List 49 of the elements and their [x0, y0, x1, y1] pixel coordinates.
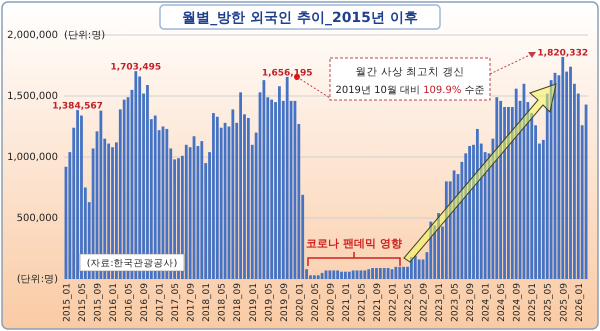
annotation: 월간 사상 최고치 갱신 [355, 66, 465, 78]
y-tick-label: (단위:명) [16, 274, 58, 285]
chart-title: 월별_방한 외국인 추이_2015년 이후 [182, 10, 418, 26]
x-tick-label: 2017_09 [186, 282, 197, 322]
annotation: (자료:한국관광공사) [86, 258, 178, 269]
x-tick-label: 2024_09 [512, 282, 523, 322]
x-tick-label: 2019_01 [248, 283, 259, 322]
x-tick-label: 2020_05 [310, 283, 321, 322]
x-tick-label: 2022_05 [404, 283, 414, 322]
annotation: 코로나 팬데믹 영향 [306, 237, 402, 250]
data-label: 1,656,195 [262, 68, 313, 78]
data-label: 1,703,495 [110, 62, 162, 73]
x-tick-label: 2017_01 [156, 283, 166, 322]
x-tick-label: 2016_09 [140, 282, 150, 322]
x-tick-label: 2015_05 [78, 283, 88, 322]
x-tick-label: 2018_05 [218, 283, 228, 322]
x-tick-label: 2019_09 [280, 282, 290, 322]
x-tick-label: 2026_01 [574, 283, 585, 322]
x-tick-label: 2022_01 [388, 283, 398, 322]
data-label: 1,384,567 [52, 102, 103, 112]
x-tick-label: 2020_09 [326, 282, 336, 322]
y-tick-label: 500,000 [16, 213, 58, 224]
x-tick-label: 2017_05 [171, 283, 182, 322]
x-tick-label: 2023_09 [466, 282, 476, 322]
x-tick-label: 2021_09 [372, 282, 383, 322]
x-tick-label: 2016_05 [124, 283, 135, 322]
x-tick-label: 2015_09 [93, 282, 104, 322]
x-tick-label: 2023_05 [450, 283, 461, 322]
x-tick-label: 2024_05 [497, 283, 508, 322]
x-tick-label: 2019_05 [264, 283, 274, 322]
x-tick-label: 2025_01 [528, 283, 538, 322]
x-tick-label: 2018_01 [202, 283, 212, 322]
x-tick-label: 2023_01 [435, 283, 446, 322]
x-tick-label: 2022_09 [420, 282, 430, 322]
x-tick-label: 2025_09 [559, 282, 570, 322]
x-tick-label: 2016_01 [109, 283, 120, 322]
x-tick-label: 2025_05 [544, 283, 554, 322]
annotation: 2019년 10월 대비 109.9% 수준 [335, 85, 485, 96]
y-tick-label: 2,000,000 [7, 30, 58, 41]
y-tick-label: 1,500,000 [7, 91, 58, 102]
x-tick-label: 2021_05 [357, 283, 368, 322]
y-tick-label: 1,000,000 [7, 152, 58, 163]
x-tick-label: 2018_09 [233, 282, 244, 322]
x-tick-label: 2015_01 [62, 283, 72, 322]
x-tick-label: 2020_01 [295, 283, 306, 322]
x-tick-label: 2021_01 [342, 283, 352, 322]
x-tick-label: 2024_01 [482, 283, 492, 322]
annotation: (단위:명) [64, 30, 106, 41]
data-label: 1,820,332 [537, 48, 588, 58]
